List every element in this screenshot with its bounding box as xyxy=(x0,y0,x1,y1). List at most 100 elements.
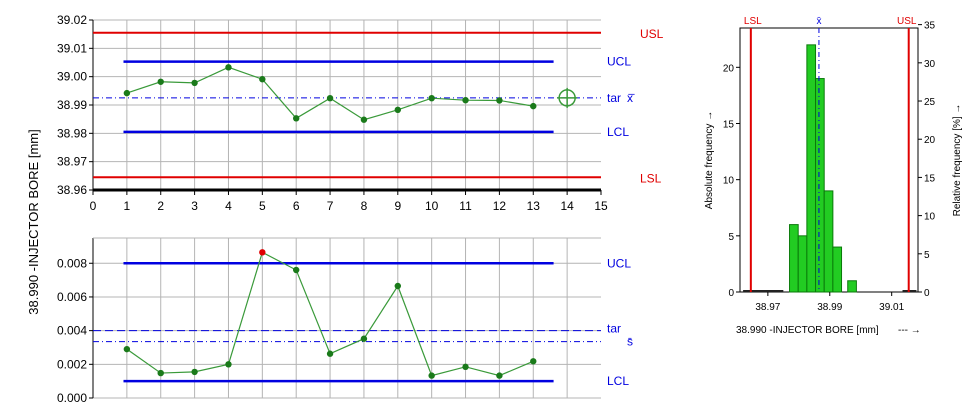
histogram-bar xyxy=(815,78,825,293)
y-left-tick-label: 15 xyxy=(723,119,735,130)
histogram: LSL x̄ USL 0 5 10 15 20 0 5 10 15 20 25 30 35 38.97 38.99… xyxy=(704,16,963,336)
xbar-data-point xyxy=(530,102,537,110)
x-tick-label: 13 xyxy=(527,199,541,213)
y-tick-label: 39.02 xyxy=(57,13,87,27)
xbar-data-point xyxy=(293,115,300,122)
s-data-point xyxy=(360,335,368,342)
histogram-bar xyxy=(797,235,808,293)
y-left-axis-label: Absolute frequency → xyxy=(704,111,715,209)
lsl-label: LSL xyxy=(640,171,662,185)
x-tick-label: 11 xyxy=(459,199,472,213)
x-tick-label: 7 xyxy=(327,199,334,213)
x-tick-label: 1 xyxy=(124,199,131,213)
mean-label: x̄ xyxy=(816,16,821,27)
x-tick-label: 8 xyxy=(361,199,368,213)
s-data-point xyxy=(530,358,537,365)
s-data-point xyxy=(191,368,198,376)
s-data-point xyxy=(394,282,401,290)
usl-label: USL xyxy=(640,27,664,41)
y-right-tick-label: 35 xyxy=(924,21,936,32)
histogram-bar xyxy=(806,44,817,293)
xbar-data-point xyxy=(326,95,334,102)
s-data-point xyxy=(123,345,131,353)
s-data-point xyxy=(157,369,164,377)
xbar-data-point xyxy=(259,76,266,83)
y-tick-label: 38.96 xyxy=(57,183,87,197)
y-tick-label: 0.006 xyxy=(57,290,87,304)
s-data-point xyxy=(293,266,300,274)
y-tick-label: 38.99 xyxy=(57,98,87,112)
s-data-point xyxy=(496,372,503,379)
xbar-data-point xyxy=(123,89,131,97)
y-right-tick-label: 10 xyxy=(924,212,936,223)
lcl-label: LCL xyxy=(607,374,629,388)
s-data-point xyxy=(462,363,469,371)
y-left-tick-label: 20 xyxy=(723,63,735,74)
y-left-tick-label: 10 xyxy=(723,176,735,187)
xbar-data-point xyxy=(225,64,232,71)
xbar-data-point xyxy=(428,95,435,102)
lcl-label: LCL xyxy=(607,125,629,139)
y-tick-label: 39.00 xyxy=(57,70,87,84)
x-tick-label: 12 xyxy=(493,199,507,213)
y-right-axis-label: Relative frequency [%] → xyxy=(952,104,963,217)
histogram-bar xyxy=(832,246,843,293)
target-label: tar xyxy=(607,91,621,105)
xbar-data-point xyxy=(394,106,401,114)
y-left-tick-label: 0 xyxy=(728,288,734,299)
y-tick-label: 39.01 xyxy=(57,41,87,55)
x-tick-label: 3 xyxy=(191,199,198,213)
y-right-tick-label: 5 xyxy=(924,250,930,261)
x-axis-label-suffix: --- → xyxy=(898,325,921,336)
y-right-tick-label: 15 xyxy=(924,173,936,184)
x-tick-label: 15 xyxy=(594,199,608,213)
y-right-tick-label: 0 xyxy=(924,288,930,299)
y-left-tick-label: 5 xyxy=(728,232,734,243)
s-chart: 0.000 0.002 0.004 0.006 0.008 UCL tar s̄ LCL xyxy=(57,237,633,405)
s-data-point xyxy=(225,361,232,368)
xbar-data-point xyxy=(462,96,469,104)
x-tick-label: 6 xyxy=(293,199,300,213)
x-tick-label: 0 xyxy=(90,199,97,213)
xbar-data-point xyxy=(157,78,164,85)
histogram-bar xyxy=(847,280,857,293)
y-tick-label: 38.97 xyxy=(57,155,87,169)
ucl-label: UCL xyxy=(607,256,631,270)
x-tick-label: 39.01 xyxy=(879,302,904,313)
x-tick-label: 14 xyxy=(560,199,574,213)
y-right-tick-label: 25 xyxy=(924,97,936,108)
target-label: tar xyxy=(607,322,621,336)
xbar-data-point xyxy=(360,116,368,123)
target-symbol: x̄̄ xyxy=(627,91,635,105)
y-tick-label: 0.002 xyxy=(57,357,87,371)
s-data-point xyxy=(428,372,435,379)
y-tick-label: 0.000 xyxy=(57,391,87,405)
xbar-data-point xyxy=(496,97,503,104)
x-tick-label: 9 xyxy=(394,199,401,213)
y-tick-label: 0.008 xyxy=(57,256,87,270)
x-tick-label: 2 xyxy=(157,199,164,213)
x-tick-label: 10 xyxy=(425,199,439,213)
ucl-label: UCL xyxy=(607,55,631,69)
x-tick-label: 38.97 xyxy=(755,302,780,313)
y-tick-label: 0.004 xyxy=(57,324,87,338)
lsl-label: LSL xyxy=(744,16,762,27)
target-symbol: s̄ xyxy=(627,335,633,349)
y-axis-label: 38.990 -INJECTOR BORE [mm] xyxy=(26,129,41,314)
x-tick-label: 5 xyxy=(259,199,266,213)
xbar-data-point xyxy=(191,79,198,87)
s-out-of-control-point xyxy=(259,249,266,256)
x-tick-label: 4 xyxy=(225,199,232,213)
usl-label: USL xyxy=(897,16,917,27)
empty-bin xyxy=(743,290,784,292)
s-data-point xyxy=(326,350,334,357)
x-axis-label: 38.990 -INJECTOR BORE [mm] xyxy=(736,325,879,336)
y-tick-label: 38.98 xyxy=(57,126,87,140)
y-right-tick-label: 30 xyxy=(924,59,936,70)
histogram-bar xyxy=(823,190,834,293)
histogram-bar xyxy=(789,224,799,293)
y-right-tick-label: 20 xyxy=(924,135,936,146)
x-tick-label: 38.99 xyxy=(817,302,842,313)
